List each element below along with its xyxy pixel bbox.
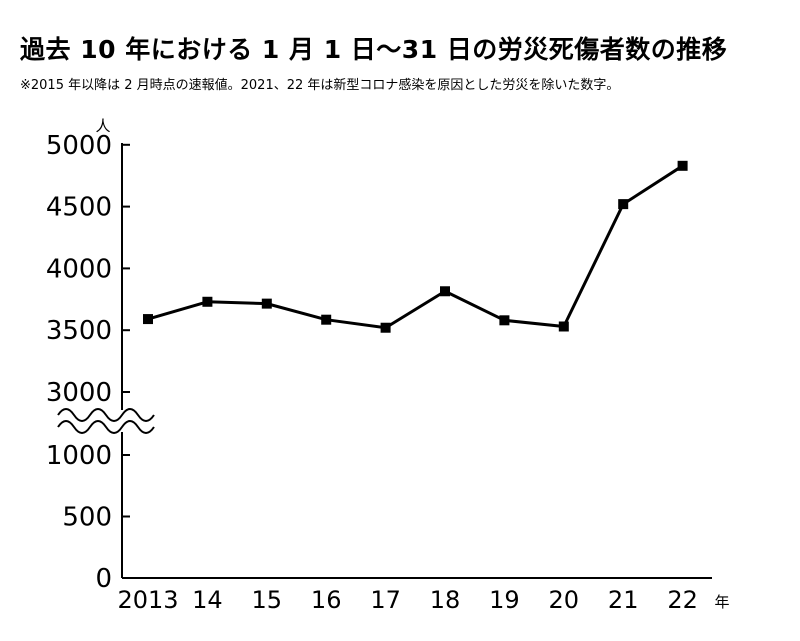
data-point — [321, 314, 332, 325]
y-tick-label: 500 — [62, 503, 112, 533]
y-tick-label: 0 — [95, 564, 112, 594]
x-tick-label: 15 — [252, 586, 283, 614]
x-tick-label: 2013 — [117, 586, 178, 614]
y-tick-label: 4500 — [46, 193, 112, 223]
data-point — [440, 286, 450, 297]
data-point — [558, 321, 569, 332]
data-point — [261, 298, 272, 309]
y-tick-label: 4000 — [46, 254, 112, 284]
data-point — [499, 315, 510, 326]
x-tick-label: 17 — [370, 586, 401, 614]
x-tick-label: 19 — [489, 586, 520, 614]
data-point — [380, 322, 391, 333]
chart-title: 過去 10 年における 1 月 1 日〜31 日の労災死傷者数の推移 — [20, 35, 728, 64]
x-tick-labels: 2013 14 15 16 17 18 19 20 21 22 年 — [117, 586, 729, 614]
series-line — [147, 164, 684, 330]
data-point — [618, 199, 629, 210]
series-points — [143, 160, 688, 333]
x-tick-label: 22 — [667, 586, 698, 614]
data-point — [202, 296, 213, 307]
y-tick-label: 3000 — [46, 378, 112, 408]
chart-note: ※2015 年以降は 2 月時点の速報値。2021、22 年は新型コロナ感染を原… — [20, 78, 620, 93]
axes — [56, 143, 712, 579]
axis-break-wave — [57, 420, 155, 434]
data-point — [677, 160, 688, 171]
x-tick-label: 18 — [430, 586, 461, 614]
y-axis-unit: 人 — [95, 117, 110, 135]
x-axis-unit: 年 — [714, 593, 729, 611]
y-tick-label: 1000 — [46, 441, 112, 471]
axis-break-wave — [57, 408, 155, 422]
x-tick-label: 20 — [549, 586, 580, 614]
y-tick-label: 3500 — [46, 316, 112, 346]
x-tick-label: 16 — [311, 586, 342, 614]
y-tick-label: 5000 — [46, 131, 112, 161]
x-tick-label: 21 — [608, 586, 639, 614]
data-point — [143, 314, 153, 325]
x-tick-label: 14 — [192, 586, 223, 614]
series-line — [147, 164, 684, 330]
